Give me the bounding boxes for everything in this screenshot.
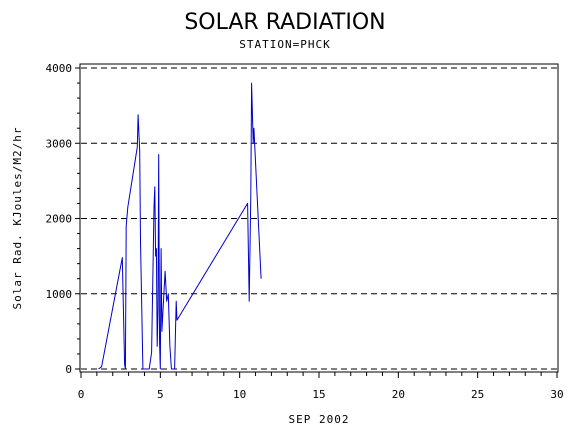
y-tick-label: 2000 (46, 213, 73, 226)
series-line-0 (98, 82, 262, 370)
chart-subtitle: STATION=PHCK (239, 38, 330, 51)
x-tick-label: 30 (550, 388, 563, 401)
chart-title: SOLAR RADIATION (184, 10, 385, 35)
x-tick-label: 25 (471, 388, 484, 401)
y-tick-label: 0 (65, 363, 72, 376)
y-tick-label: 3000 (46, 137, 73, 150)
y-axis-label: Solar Rad. KJoules/M2/hr (11, 127, 24, 310)
y-tick-label: 4000 (46, 62, 73, 75)
x-tick-label: 15 (312, 388, 325, 401)
x-tick-label: 5 (157, 388, 164, 401)
x-tick-label: 0 (78, 388, 85, 401)
y-axis: 0 1000 2000 3000 4000 (46, 62, 80, 376)
x-axis-label: SEP 2002 (289, 413, 350, 426)
x-tick-label: 10 (233, 388, 246, 401)
data-series (98, 82, 262, 370)
x-axis: 0 5 10 15 20 25 30 (78, 372, 564, 401)
y-tick-label: 1000 (46, 288, 73, 301)
x-tick-label: 20 (392, 388, 405, 401)
